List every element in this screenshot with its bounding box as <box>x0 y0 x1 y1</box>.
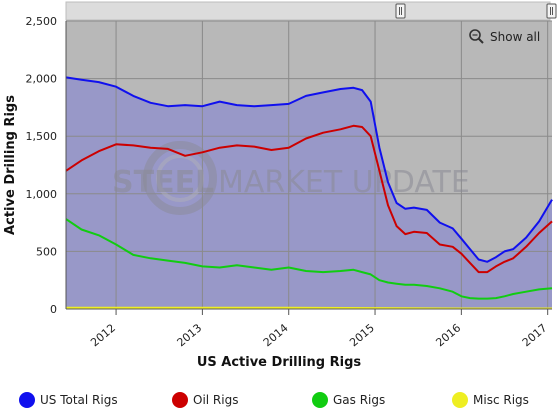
legend-label: US Total Rigs <box>40 393 118 407</box>
legend-item[interactable]: Gas Rigs <box>312 392 385 408</box>
x-axis: 2012 2013 2014 2015 2016 2017 <box>66 308 552 349</box>
legend-marker <box>19 392 35 408</box>
show-all-button[interactable]: Show all <box>469 29 540 44</box>
y-tick-label: 500 <box>36 245 57 258</box>
navigator-left-handle[interactable] <box>395 3 406 19</box>
watermark-text-regular: MARKET UPDATE <box>218 165 470 200</box>
legend-item[interactable]: Oil Rigs <box>172 392 238 408</box>
magnifier-icon <box>469 29 484 44</box>
y-tick-label: 1,000 <box>26 188 58 201</box>
navigator-track[interactable] <box>65 1 551 21</box>
x-tick-label: 2014 <box>261 321 291 349</box>
legend-label: Oil Rigs <box>193 393 238 407</box>
watermark-logo: STEEL MARKET UPDATE <box>112 141 470 215</box>
series-line <box>65 218 553 300</box>
legend-marker <box>172 392 188 408</box>
show-all-label: Show all <box>490 30 540 44</box>
y-tick-label: 0 <box>50 303 57 316</box>
series-lines <box>65 76 553 310</box>
y-tick-label: 2,000 <box>26 73 58 86</box>
x-tick-label: 2015 <box>347 321 377 349</box>
y-tick-label: 2,500 <box>26 15 58 28</box>
legend-label: Gas Rigs <box>333 393 385 407</box>
legend-label: Misc Rigs <box>473 393 529 407</box>
y-axis-title: Active Drilling Rigs <box>3 95 18 235</box>
x-tick-label: 2016 <box>433 321 463 349</box>
navigator-right-handle[interactable] <box>546 3 557 19</box>
range-navigator[interactable] <box>65 1 557 21</box>
series-line <box>66 306 552 310</box>
legend: US Total Rigs Oil Rigs Gas Rigs Misc Rigs <box>19 392 529 408</box>
legend-marker <box>312 392 328 408</box>
legend-item[interactable]: US Total Rigs <box>19 392 118 408</box>
x-tick-label: 2012 <box>88 321 118 349</box>
watermark-text-bold: STEEL <box>112 165 214 200</box>
series-line <box>65 76 553 263</box>
y-tick-label: 1,500 <box>26 130 58 143</box>
x-axis-title: US Active Drilling Rigs <box>197 355 362 370</box>
y-axis: 0 500 1,000 1,500 2,000 2,500 <box>26 15 67 316</box>
x-tick-label: 2017 <box>520 321 550 349</box>
legend-marker <box>452 392 468 408</box>
legend-item[interactable]: Misc Rigs <box>452 392 529 408</box>
x-tick-label: 2013 <box>175 321 205 349</box>
series-line <box>65 124 553 274</box>
